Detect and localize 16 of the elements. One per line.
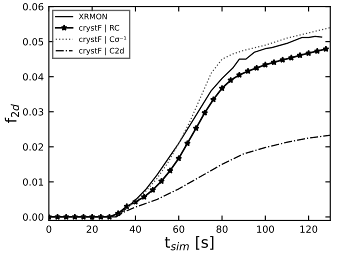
y-tick-label: 0.03	[23, 108, 44, 116]
y-axis-title: f$_{2d}$	[4, 104, 20, 123]
y-tick-label: 0.00	[23, 213, 44, 221]
x-tick-label: 0	[46, 225, 52, 233]
y-tick-label: 0.02	[23, 143, 44, 151]
x-tick-label: 60	[173, 225, 184, 233]
x-tick-label: 100	[257, 225, 274, 233]
y-tick-label: 0.04	[23, 73, 44, 81]
y-tick-label: 0.05	[23, 38, 44, 46]
x-tick-label: 120	[300, 225, 318, 233]
x-tick-label: 20	[86, 225, 98, 233]
x-tick-label: 40	[130, 225, 141, 233]
y-tick-label: 0.01	[23, 178, 44, 186]
x-tick-label: 80	[216, 225, 228, 233]
x-axis-title: t$_{sim}$ [s]	[164, 236, 214, 250]
y-tick-label: 0.06	[23, 3, 44, 10]
